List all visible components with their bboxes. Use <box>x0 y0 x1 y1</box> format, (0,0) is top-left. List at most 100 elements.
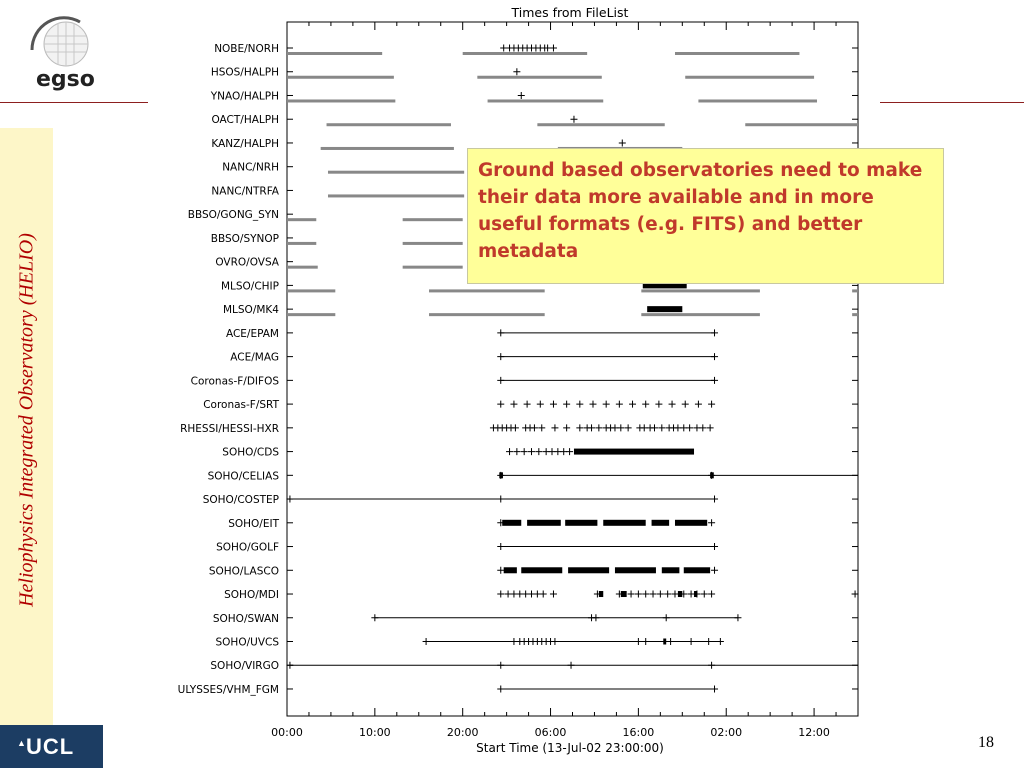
observation-point <box>422 638 430 645</box>
observation-point <box>528 448 536 456</box>
observation-point <box>662 614 670 622</box>
y-tick-label: SOHO/SWAN <box>213 613 279 625</box>
observation-point <box>634 590 642 598</box>
x-tick-label: 06:00 <box>535 726 567 739</box>
x-tick-label: 02:00 <box>710 726 742 739</box>
y-tick-label: SOHO/VIRGO <box>210 660 279 672</box>
dense-observation-block <box>603 519 646 526</box>
vertical-title: Heliophysics Integrated Observatory (HEL… <box>15 233 38 607</box>
x-tick-label: 00:00 <box>271 726 303 739</box>
observation-point <box>711 685 719 693</box>
observation-point <box>511 424 519 432</box>
observation-point <box>528 590 536 598</box>
observation-point <box>286 661 294 669</box>
y-tick-label: OACT/HALPH <box>211 114 279 126</box>
observation-point <box>629 400 637 408</box>
gray-coverage-bar <box>287 52 383 55</box>
logo-text: egso <box>36 67 95 92</box>
y-tick-label: ACE/MAG <box>230 352 279 364</box>
observation-point <box>618 139 626 147</box>
y-tick-label: OVRO/OVSA <box>215 257 279 269</box>
observation-point <box>551 424 559 432</box>
dense-observation-block <box>663 638 667 645</box>
observation-point <box>549 400 557 408</box>
observation-point <box>602 400 610 408</box>
observation-point <box>681 400 689 408</box>
observation-point <box>706 424 714 432</box>
observation-point <box>851 590 859 598</box>
observation-point <box>686 424 694 432</box>
observation-point <box>549 44 557 52</box>
x-axis-label: Start Time (13-Jul-02 23:00:00) <box>476 741 664 755</box>
observation-point <box>513 448 521 456</box>
gray-coverage-bar <box>287 241 317 245</box>
observation-point <box>716 638 724 645</box>
gray-coverage-bar <box>402 241 463 245</box>
observation-point <box>588 424 596 432</box>
dense-observation-block <box>573 448 695 455</box>
observation-point <box>649 590 657 598</box>
dense-observation-block <box>598 591 604 598</box>
dense-observation-block <box>565 519 598 526</box>
observation-point <box>693 590 701 598</box>
observation-point <box>497 685 505 693</box>
observation-point <box>504 590 512 598</box>
dense-observation-block <box>651 519 670 526</box>
y-tick-label: SOHO/CDS <box>222 447 279 459</box>
observation-point <box>650 424 658 432</box>
observation-point <box>523 400 531 408</box>
gray-coverage-bar <box>674 52 800 55</box>
observation-point <box>513 68 521 76</box>
observation-point <box>624 424 632 432</box>
observation-point <box>611 424 619 432</box>
gray-coverage-bar <box>287 218 317 222</box>
callout-box: Ground based observatories need to make … <box>467 148 944 284</box>
gray-coverage-bar <box>326 123 451 127</box>
dense-observation-block <box>527 519 561 526</box>
dense-observation-block <box>620 591 627 598</box>
observation-point <box>510 400 518 408</box>
gray-coverage-bar <box>327 170 465 174</box>
observation-point <box>627 590 635 598</box>
observation-point <box>708 661 716 669</box>
y-tick-label: ACE/EPAM <box>226 328 279 340</box>
observation-point <box>497 353 505 361</box>
gray-coverage-bar <box>487 99 604 103</box>
observation-point <box>548 448 556 456</box>
gray-coverage-bar <box>852 313 858 317</box>
observation-point <box>563 400 571 408</box>
observation-point <box>497 495 505 503</box>
gray-coverage-bar <box>287 289 336 293</box>
ucl-logo-text: UCL <box>26 734 75 759</box>
gray-coverage-bar <box>852 289 858 293</box>
observation-point <box>711 353 719 361</box>
dense-observation-block <box>568 567 610 574</box>
observation-point <box>674 424 682 432</box>
x-tick-label: 10:00 <box>359 726 391 739</box>
observation-point <box>642 590 650 598</box>
gray-coverage-bar <box>462 52 588 55</box>
observation-point <box>687 638 695 645</box>
observation-point <box>497 329 505 337</box>
observation-point <box>535 448 543 456</box>
observation-point <box>708 400 716 408</box>
y-tick-label: SOHO/COSTEP <box>203 494 279 506</box>
gray-coverage-bar <box>287 75 394 79</box>
observation-point <box>522 590 530 598</box>
observation-point <box>510 638 518 645</box>
observation-point <box>520 448 528 456</box>
observation-point <box>560 448 568 456</box>
observation-point <box>617 424 625 432</box>
dense-observation-block <box>614 567 656 574</box>
plot-area: 00:00 10:00 20:00 06:00 16:00 02:00 12:00 NOBE/… <box>178 21 859 739</box>
observation-point <box>517 91 525 99</box>
y-tick-label: ULYSSES/VHM_FGM <box>178 684 279 696</box>
header-rule-left <box>0 102 148 103</box>
gray-coverage-bar <box>287 99 396 103</box>
y-tick-label: SOHO/CELIAS <box>208 470 280 482</box>
gray-coverage-bar <box>320 146 454 150</box>
observation-point <box>286 495 294 503</box>
observation-point <box>734 614 742 622</box>
dense-observation-block <box>521 567 563 574</box>
observation-point <box>566 448 574 456</box>
